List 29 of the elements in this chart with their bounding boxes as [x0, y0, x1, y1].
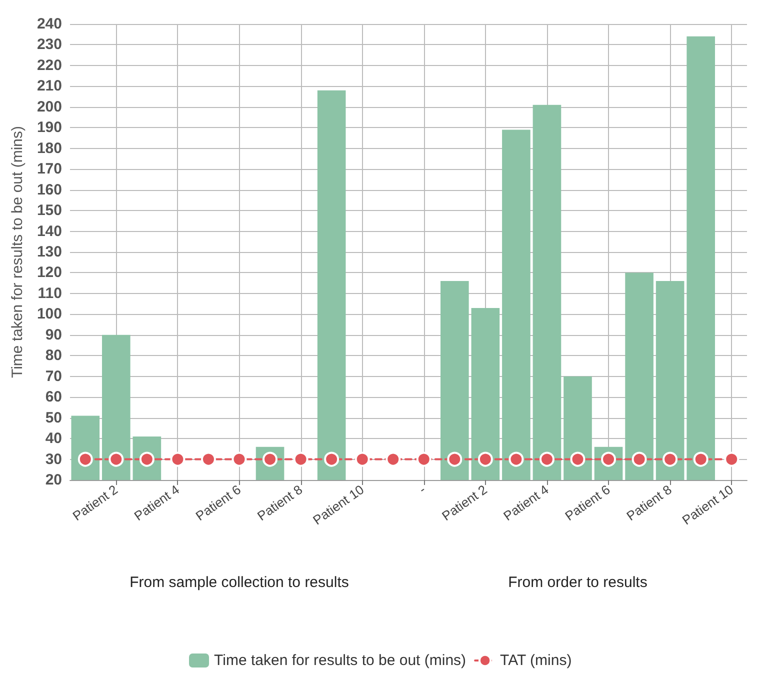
legend-label: Time taken for results to be out (mins)	[214, 652, 466, 669]
y-axis-title: Time taken for results to be out (mins)	[9, 126, 26, 378]
y-tick-label: 30	[45, 450, 62, 468]
y-tick-label: 230	[36, 36, 62, 54]
y-tick-label: 80	[45, 347, 62, 364]
y-tick-label: 220	[36, 56, 62, 74]
x-tick-label: -	[416, 482, 428, 497]
y-tick-label: 190	[36, 119, 62, 136]
y-tick-label: 100	[36, 306, 62, 323]
y-tick-label: 40	[45, 430, 62, 448]
y-tick-label: 130	[36, 244, 62, 260]
y-tick-label: 110	[38, 284, 62, 302]
y-tick-label: 150	[36, 202, 62, 220]
y-tick-label: 210	[36, 78, 62, 95]
y-tick-label: 60	[45, 388, 62, 406]
y-tick-label: 20	[45, 472, 62, 488]
y-tick-label: 200	[36, 98, 62, 116]
y-tick-label: 160	[36, 181, 62, 198]
y-tick-label: 120	[36, 264, 62, 282]
y-tick-label: 170	[36, 160, 62, 178]
y-tick-label: 70	[45, 368, 62, 385]
text: From sample collection to results	[130, 574, 349, 591]
y-tick-label: 240	[36, 16, 62, 32]
legend-label: TAT (mins)	[500, 652, 572, 669]
y-tick-label: 50	[45, 409, 62, 426]
y-tick-label: 90	[45, 326, 62, 344]
text: From order to results	[508, 574, 648, 591]
y-tick-label: 140	[36, 222, 62, 240]
y-tick-label: 180	[36, 140, 62, 157]
